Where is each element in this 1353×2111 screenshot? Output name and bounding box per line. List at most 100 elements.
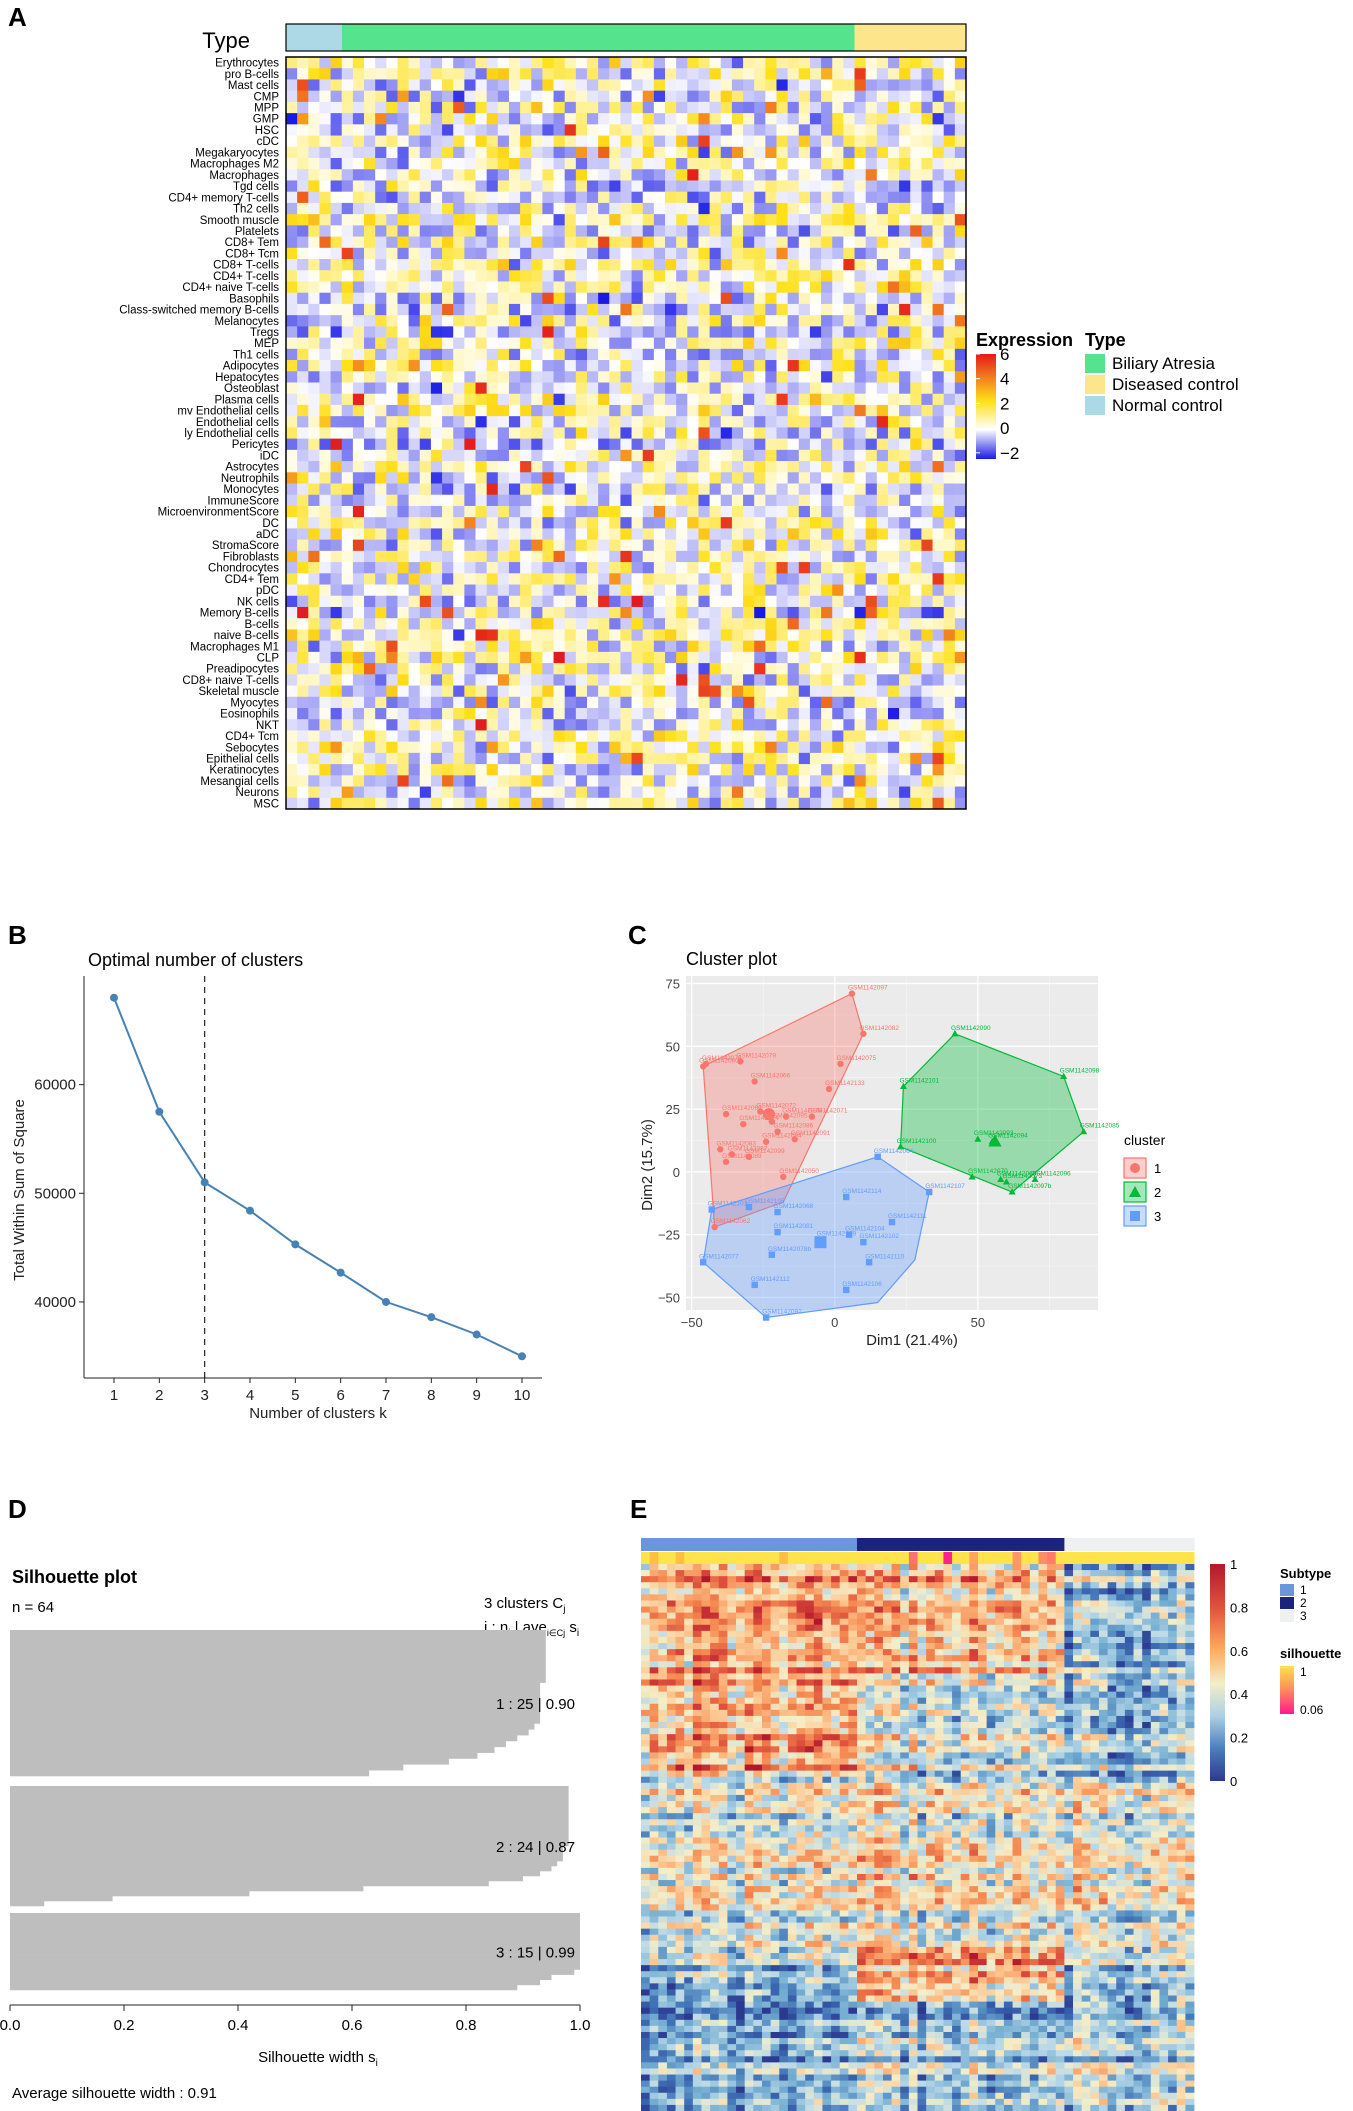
heatmap-a-cell: [776, 651, 789, 664]
silhouette-annotation-cell: [874, 1552, 884, 1564]
heatmap-a-cell: [364, 562, 376, 574]
heatmap-a-cell: [564, 214, 577, 226]
heatmap-a-cell: [319, 707, 331, 720]
heatmap-a-cell: [687, 113, 699, 125]
heatmap-a-cell: [486, 158, 499, 170]
heatmap-a-cell: [698, 68, 711, 80]
heatmap-a-cell: [430, 180, 443, 193]
heatmap-a-cell: [598, 461, 610, 473]
heatmap-a-cell: [731, 573, 744, 585]
heatmap-a-cell: [642, 135, 655, 148]
heatmap-a-cell: [542, 562, 554, 574]
heatmap-a-cell: [720, 595, 733, 608]
heatmap-a-cell: [430, 528, 443, 541]
heatmap-a-cell: [341, 360, 354, 372]
heatmap-a-cell: [798, 584, 811, 597]
heatmap-a-cell: [609, 360, 621, 372]
heatmap-a-cell: [921, 315, 933, 327]
consensus-heatmap-cell: [666, 1564, 676, 1571]
heatmap-a-cell: [631, 113, 644, 125]
heatmap-a-cell: [932, 158, 945, 170]
heatmap-a-cell: [419, 752, 432, 765]
consensus-heatmap-cell: [641, 1588, 651, 1595]
heatmap-a-cell: [375, 90, 387, 103]
heatmap-a-cell: [542, 640, 554, 653]
heatmap-a-cell: [375, 180, 387, 193]
heatmap-a-cell: [765, 191, 777, 204]
heatmap-a-cell: [497, 494, 510, 507]
heatmap-a-cell: [497, 225, 510, 237]
heatmap-a-cell: [653, 236, 666, 249]
cluster-point-label: GSM1142105: [745, 1198, 785, 1205]
heatmap-a-cell: [887, 416, 900, 428]
heatmap-a-cell: [731, 517, 744, 529]
heatmap-a-cell: [520, 202, 532, 215]
heatmap-a-cell: [843, 573, 855, 585]
heatmap-a-cell: [731, 674, 744, 686]
heatmap-a-cell: [464, 719, 476, 731]
consensus-heatmap-cell: [857, 1576, 867, 1583]
heatmap-a-cell: [430, 550, 443, 563]
consensus-heatmap-cell: [1038, 1594, 1048, 1601]
heatmap-a-cell: [553, 393, 566, 406]
heatmap-a-cell: [631, 438, 644, 451]
heatmap-a-cell: [798, 618, 811, 630]
heatmap-a-cell: [375, 629, 387, 642]
heatmap-a-cell: [497, 113, 510, 125]
heatmap-a-cell: [731, 124, 744, 136]
heatmap-a-cell: [899, 618, 911, 630]
heatmap-a-cell: [832, 775, 844, 787]
silhouette-annotation-cell: [1055, 1552, 1065, 1564]
heatmap-a-cell: [464, 764, 476, 776]
heatmap-a-cell: [330, 360, 343, 372]
consensus-heatmap-cell: [701, 1570, 711, 1577]
heatmap-a-cell: [665, 606, 677, 619]
heatmap-a-cell: [486, 416, 499, 428]
heatmap-a-cell: [676, 225, 688, 237]
heatmap-a-cell: [631, 539, 644, 552]
heatmap-a-cell: [698, 382, 711, 395]
heatmap-a-cell: [698, 517, 711, 529]
consensus-heatmap-cell: [753, 1570, 763, 1577]
heatmap-a-cell: [308, 438, 320, 451]
heatmap-a-cell: [832, 494, 844, 507]
heatmap-a-cell: [286, 68, 298, 80]
cluster-plot-xtick-label: −50: [681, 1315, 703, 1330]
heatmap-a-cell: [821, 696, 833, 709]
heatmap-a-cell: [653, 584, 666, 597]
heatmap-a-cell: [653, 57, 666, 69]
heatmap-a-cell: [620, 247, 632, 260]
heatmap-a-cell: [397, 259, 410, 271]
heatmap-a-cell: [364, 113, 376, 125]
heatmap-a-cell: [754, 618, 766, 630]
heatmap-a-cell: [297, 719, 309, 731]
heatmap-a-cell: [676, 292, 688, 305]
heatmap-a-cell: [743, 270, 755, 282]
heatmap-a-cell: [754, 764, 766, 776]
heatmap-a-cell: [798, 292, 811, 305]
heatmap-a-cell: [453, 786, 465, 799]
heatmap-a-cell: [787, 606, 800, 619]
heatmap-a-row-label: CD8+ Tem: [225, 237, 279, 249]
heatmap-a-cell: [586, 685, 599, 698]
heatmap-a-cell: [709, 326, 722, 338]
heatmap-a-cell: [653, 158, 666, 170]
heatmap-a-cell: [776, 326, 789, 338]
consensus-heatmap-cell: [960, 1588, 970, 1595]
heatmap-a-cell: [743, 281, 755, 294]
heatmap-a-cell: [442, 674, 454, 686]
consensus-heatmap-cell: [1012, 1600, 1022, 1607]
heatmap-a-cell: [575, 169, 588, 181]
heatmap-a-cell: [932, 707, 945, 720]
heatmap-a-cell: [843, 79, 855, 92]
heatmap-a-cell: [809, 651, 822, 664]
heatmap-a-cell: [798, 146, 811, 159]
consensus-heatmap-cell: [848, 1576, 858, 1583]
heatmap-a-cell: [698, 461, 711, 473]
heatmap-a-cell: [520, 640, 532, 653]
consensus-heatmap-cell: [805, 1582, 815, 1589]
heatmap-a-cell: [553, 629, 566, 642]
heatmap-a-cell: [754, 584, 766, 597]
heatmap-a-cell: [564, 707, 577, 720]
